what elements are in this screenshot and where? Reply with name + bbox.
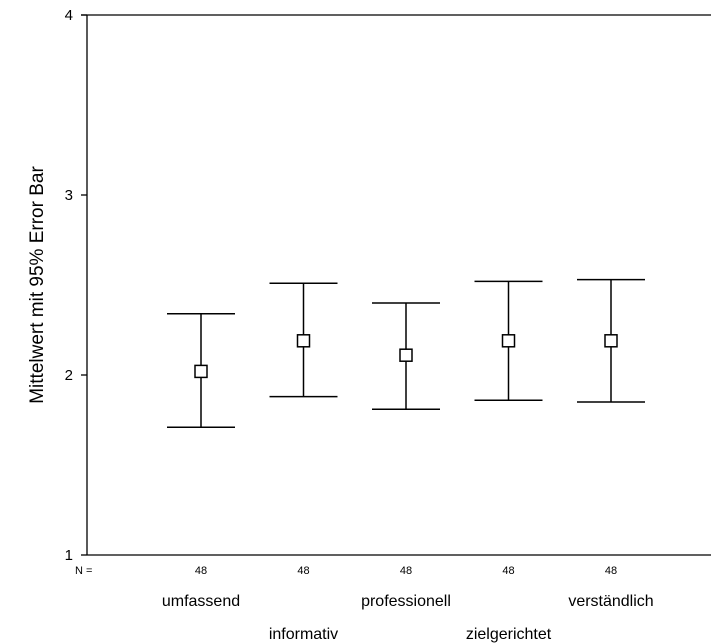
error-bar-umfassend (167, 313, 235, 428)
n-count-label: 48 (400, 565, 412, 577)
mean-marker (501, 334, 516, 348)
n-count-label: 48 (195, 565, 207, 577)
axes (81, 14, 711, 556)
n-count-labels: 48 48 48 48 48 (195, 565, 617, 577)
error-bar-verständlich (577, 278, 645, 403)
mean-marker (296, 334, 311, 348)
y-ticks: 1 2 3 4 (65, 7, 87, 564)
n-prefix-label: N = (75, 565, 92, 577)
mean-marker (399, 348, 413, 362)
category-label: professionell (361, 593, 451, 610)
y-tick-label: 3 (65, 187, 73, 204)
y-axis-title: Mittelwert mit 95% Error Bar (27, 166, 48, 404)
category-label: zielgerichtet (466, 626, 552, 643)
y-tick-label: 4 (65, 7, 73, 24)
n-count-label: 48 (297, 565, 309, 577)
y-tick-label: 2 (65, 367, 73, 384)
category-label: verständlich (568, 593, 653, 610)
category-labels: umfassend informativ professionell zielgeri… (162, 593, 654, 643)
error-bar-informativ (269, 282, 338, 398)
n-count-label: 48 (502, 565, 514, 577)
category-label: umfassend (162, 593, 240, 610)
error-bar-zielgerichtet (474, 280, 543, 401)
category-label: informativ (269, 626, 338, 643)
y-tick-label: 1 (65, 547, 73, 564)
n-count-label: 48 (605, 565, 617, 577)
mean-marker (604, 334, 618, 348)
error-bar-series (167, 278, 645, 428)
mean-marker (194, 364, 208, 379)
error-bar-professionell (372, 302, 440, 410)
